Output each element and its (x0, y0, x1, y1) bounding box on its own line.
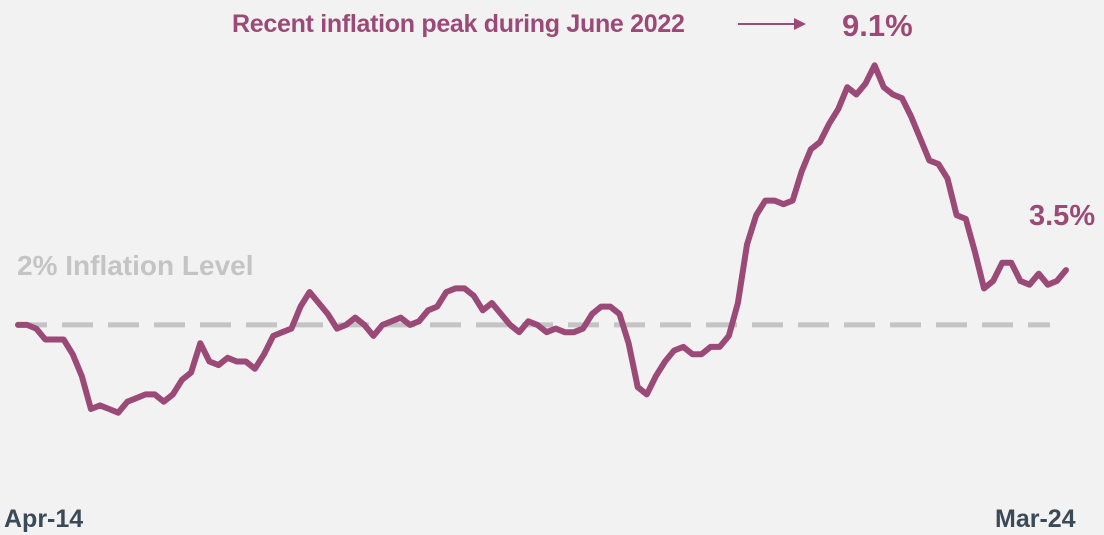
inflation-series-line (15, 62, 1069, 416)
last-value-label: 3.5% (1029, 200, 1096, 232)
x-tick-label-end: Mar-24 (995, 505, 1076, 533)
series-points (17, 65, 1067, 413)
reference-line-label: 2% Inflation Level (17, 250, 254, 281)
x-tick-label-start: Apr-14 (4, 505, 84, 533)
right-arrow-icon (738, 17, 808, 31)
peak-annotation-text: Recent inflation peak during June 2022 (232, 10, 685, 38)
peak-value-label: 9.1% (842, 8, 913, 43)
